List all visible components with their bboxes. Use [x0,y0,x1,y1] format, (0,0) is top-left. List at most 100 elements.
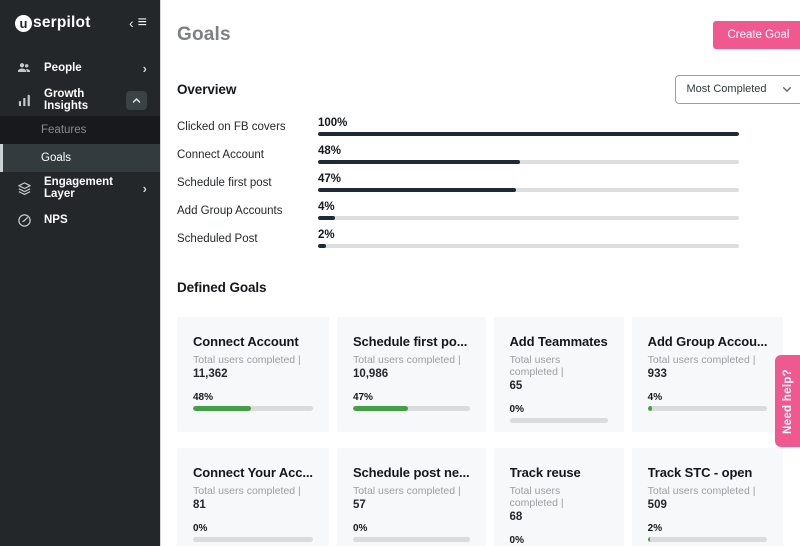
card-progress-track [647,537,768,542]
card-stat-label: Total users completed | [509,354,564,378]
need-help-label: Need help? [781,368,794,434]
defined-goals-header: Defined Goals [177,272,800,302]
sidebar-collapse-button[interactable]: ‹ ≡ [129,14,147,32]
sidebar-nav: People › Growth Insights Features Goals … [0,52,160,236]
card-title: Connect Account [193,334,299,349]
goal-card[interactable]: Add Teammates Total users completed | 65… [493,317,624,432]
goal-card[interactable]: Connect Account Total users completed | … [177,317,329,432]
progress-track [318,160,740,165]
goal-meter: 4% [318,200,740,221]
overview-title: Overview [177,81,237,97]
sidebar: u serpilot ‹ ≡ People › Growth Insights … [0,0,161,546]
goal-card[interactable]: Schedule first po... Total users complet… [336,317,486,432]
card-progress-track [352,406,470,411]
card-progress-fill [647,406,653,411]
card-title: Schedule first po... [352,334,468,349]
sidebar-item-engagement-layer[interactable]: Engagement Layer › [0,172,160,204]
goal-card[interactable]: Schedule post ne... Total users complete… [336,448,486,546]
card-stat-label: Total users completed | [647,485,756,497]
card-title: Add Group Accou... [647,334,768,349]
collapse-section-button[interactable] [125,90,147,110]
card-percent: 0% [352,523,368,534]
goal-meter: 48% [318,144,740,165]
chevron-left-icon: ‹ [128,15,134,31]
card-title: Track reuse [509,465,581,480]
sidebar-item-growth-insights[interactable]: Growth Insights [0,84,160,116]
card-percent: 0% [193,523,208,534]
chevron-up-icon [132,97,141,103]
overview-row: Connect Account 48% [177,144,740,165]
sort-dropdown[interactable]: Most Completed [675,74,800,104]
overview-goal-list: Clicked on FB covers 100% Connect Accoun… [177,117,800,249]
card-stat-label: Total users completed | [352,354,461,366]
progress-fill [318,160,521,165]
goal-meter: 100% [318,116,740,137]
goal-card[interactable]: Track STC - open Total users completed |… [631,448,784,546]
people-icon [16,60,32,76]
card-stat-label: Total users completed | [193,354,301,366]
main-content: Goals Create Goal Overview Most Complete… [161,0,800,546]
page-title: Goals [177,24,231,45]
card-percent: 0% [509,404,524,415]
card-progress-track [352,537,470,542]
card-percent: 2% [647,523,663,534]
brand-text: serpilot [33,14,91,31]
card-title: Connect Your Acc... [193,465,313,480]
goal-percent: 48% [318,144,342,157]
defined-goals-title: Defined Goals [177,279,267,295]
chevron-right-icon: › [142,60,147,76]
goal-label: Clicked on FB covers [177,121,286,133]
card-stat-label: Total users completed | [193,485,301,497]
goal-card[interactable]: Track reuse Total users completed | 68 0… [493,448,624,546]
sidebar-subitem-features[interactable]: Features [0,116,160,144]
card-progress-track [193,537,313,542]
sidebar-item-people[interactable]: People › [0,52,160,84]
sidebar-item-label: People [44,62,82,74]
brand-logo: u serpilot ‹ ≡ [0,0,160,40]
card-total: 933 [647,368,667,380]
page-header: Goals Create Goal [177,21,800,49]
goal-card[interactable]: Add Group Accou... Total users completed… [631,317,784,432]
card-total: 68 [509,511,523,523]
card-percent: 0% [509,535,524,546]
sidebar-subitem-goals[interactable]: Goals [0,144,160,172]
sidebar-item-nps[interactable]: NPS [0,204,160,236]
sidebar-item-label: NPS [44,214,68,226]
goal-meter: 47% [318,172,740,193]
progress-fill [318,216,335,221]
goal-label: Schedule first post [177,177,272,189]
card-total: 10,986 [352,368,389,380]
overview-row: Clicked on FB covers 100% [177,116,740,137]
goal-percent: 100% [318,116,348,129]
gauge-icon [16,212,32,228]
overview-row: Scheduled Post 2% [177,228,740,249]
brand-u-badge: u [15,14,32,32]
card-percent: 48% [193,392,214,403]
goal-label: Add Group Accounts [177,205,283,217]
card-title: Track STC - open [647,465,753,480]
progress-track [318,132,740,137]
chevron-down-icon [782,84,792,94]
progress-fill [318,244,327,249]
goal-percent: 2% [318,228,335,241]
create-goal-button[interactable]: Create Goal [713,21,800,49]
need-help-tab[interactable]: Need help? [775,355,800,447]
overview-header: Overview Most Completed [177,74,800,104]
goal-percent: 4% [318,200,335,213]
card-total: 65 [509,380,523,392]
defined-goals-grid: Connect Account Total users completed | … [177,317,784,546]
goal-percent: 47% [318,172,342,185]
progress-fill [318,132,740,137]
chevron-right-icon: › [142,180,147,196]
progress-track [318,188,740,193]
goal-card[interactable]: Connect Your Acc... Total users complete… [177,448,329,546]
card-total: 11,362 [193,368,228,380]
sidebar-subitem-label: Goals [41,152,72,164]
card-total: 509 [647,499,667,511]
sort-dropdown-value: Most Completed [686,83,767,95]
card-percent: 4% [647,392,663,403]
card-progress-fill [193,406,251,411]
card-progress-track [193,406,313,411]
sidebar-item-label: Growth Insights [44,88,89,112]
overview-row: Schedule first post 47% [177,172,740,193]
